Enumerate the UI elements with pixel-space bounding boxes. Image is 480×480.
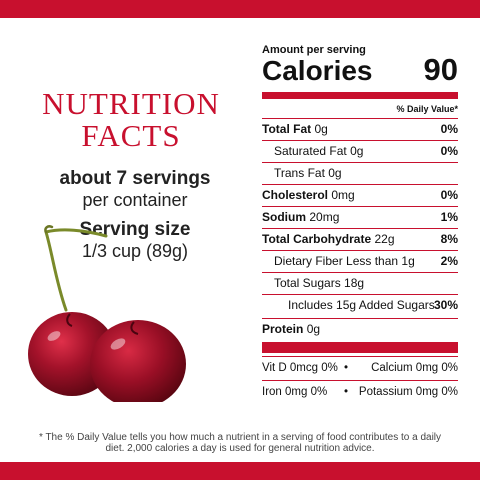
bullet-separator: • <box>344 386 349 398</box>
daily-value-footnote: * The % Daily Value tells you how much a… <box>38 432 442 454</box>
row-amount: 0g <box>306 322 321 336</box>
daily-value-header: % Daily Value* <box>396 104 458 114</box>
calories-label: Calories <box>262 55 373 86</box>
row-label: Sodium <box>262 210 306 224</box>
row-percent: 0% <box>440 144 458 158</box>
row-added-sugars: Includes 15g Added Sugars 30% <box>262 294 458 316</box>
row-trans-fat: Trans Fat 0g <box>262 162 458 184</box>
row-percent: 1% <box>440 210 458 224</box>
row-amount: 20mg <box>309 210 340 224</box>
bottom-red-bar <box>0 462 480 480</box>
vitamin-d: Vit D 0mcg 0% <box>262 362 338 374</box>
calories-value: 90 <box>423 52 458 87</box>
calories-divider <box>262 92 458 99</box>
row-label: Total Carbohydrate <box>262 232 372 246</box>
serving-size-label: Serving size <box>79 219 191 240</box>
vitamin-row-1: Vit D 0mcg 0% • Calcium 0mg 0% <box>262 356 458 378</box>
top-red-bar <box>0 0 480 18</box>
row-label: Dietary Fiber <box>274 254 343 268</box>
row-dietary-fiber: Dietary Fiber Less than 1g 2% <box>262 250 458 272</box>
potassium: Potassium 0mg 0% <box>358 386 458 398</box>
row-label: Trans Fat <box>274 166 325 180</box>
bullet-separator: • <box>344 362 349 374</box>
row-label: Total Sugars <box>274 276 341 290</box>
row-label: Total Fat <box>262 122 312 136</box>
row-percent: 8% <box>440 232 458 246</box>
row-total-sugars: Total Sugars 18g <box>262 272 458 294</box>
heading-facts: FACTS <box>81 118 181 153</box>
vitamin-row-2: Iron 0mg 0% • Potassium 0mg 0% <box>262 380 458 402</box>
servings-count: about 7 servings <box>59 168 211 189</box>
iron: Iron 0mg 0% <box>262 386 328 398</box>
row-sodium: Sodium 20mg 1% <box>262 206 458 228</box>
row-amount: 0mg <box>331 188 355 202</box>
row-percent: 0% <box>440 122 458 136</box>
row-total-fat: Total Fat 0g 0% <box>262 118 458 140</box>
row-label: Cholesterol <box>262 188 329 202</box>
heading-nutrition: NUTRITION <box>42 86 220 121</box>
row-label: Protein <box>262 322 304 336</box>
row-amount: 18g <box>344 276 365 290</box>
vitamins-divider <box>262 342 458 353</box>
serving-size-value: 1/3 cup (89g) <box>81 241 189 261</box>
row-amount: 22g <box>374 232 395 246</box>
amount-per-serving: Amount per serving <box>262 44 366 56</box>
row-percent: 2% <box>440 254 458 268</box>
servings-unit: per container <box>82 190 188 210</box>
row-percent: 30% <box>433 298 458 312</box>
row-protein: Protein 0g <box>262 318 458 340</box>
row-label: Saturated Fat <box>274 144 347 158</box>
calcium: Calcium 0mg 0% <box>371 362 458 374</box>
row-total-carbohydrate: Total Carbohydrate 22g 8% <box>262 228 458 250</box>
row-amount: 0g <box>314 122 328 136</box>
cherries-icon <box>28 225 186 402</box>
row-saturated-fat: Saturated Fat 0g 0% <box>262 140 458 162</box>
row-amount: Less than 1g <box>346 254 415 268</box>
row-amount: 0g <box>328 166 342 180</box>
row-percent: 0% <box>440 188 458 202</box>
row-label: Includes 15g Added Sugars <box>288 298 435 312</box>
row-cholesterol: Cholesterol 0mg 0% <box>262 184 458 206</box>
row-amount: 0g <box>350 144 364 158</box>
